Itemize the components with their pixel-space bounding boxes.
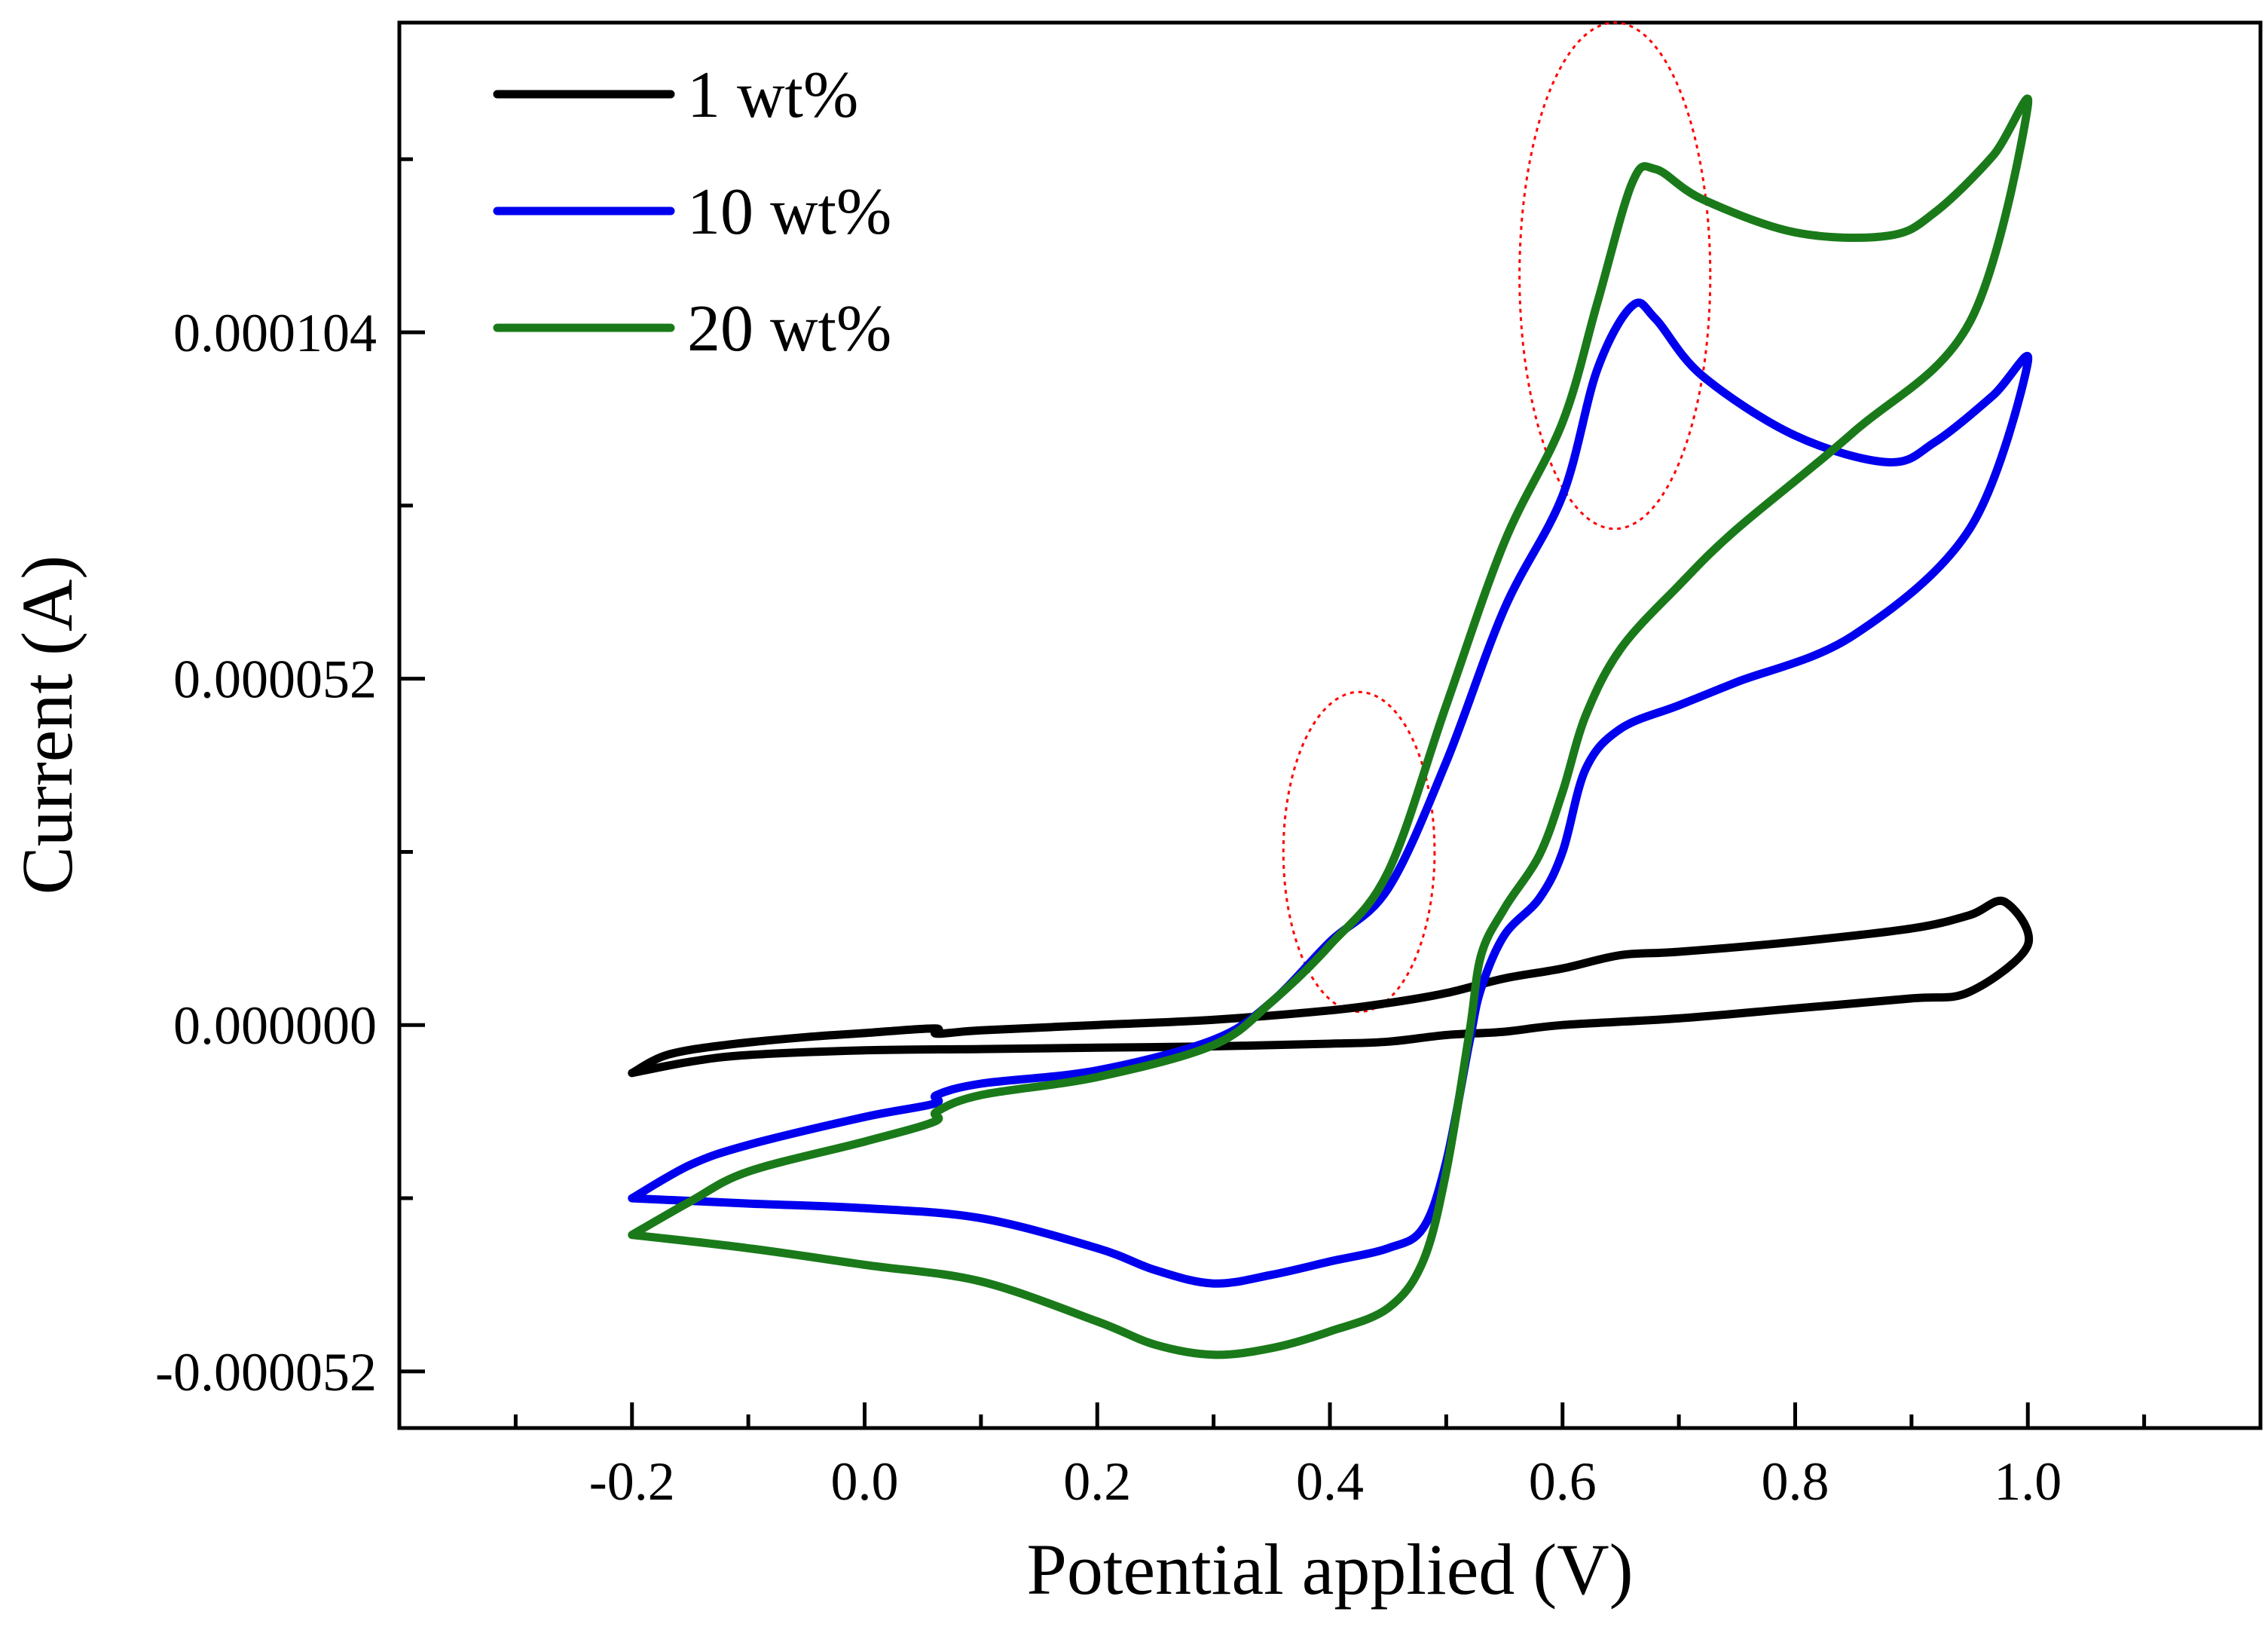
series-line-10-wt: [628, 298, 2033, 1288]
x-tick-label: 0.4: [1296, 1451, 1364, 1512]
legend-label-20-wt: 20 wt%: [687, 292, 891, 365]
y-tick-label: -0.000052: [155, 1342, 377, 1402]
y-tick-label: 0.000104: [173, 303, 377, 363]
series-lines: [628, 94, 2034, 1359]
x-axis-ticks: -0.2 0.0 0.2 0.4 0.6 0.8 1.0: [513, 1402, 2147, 1512]
legend-label-1-wt: 1 wt%: [687, 59, 858, 132]
annotation-ellipses: [1282, 21, 1712, 1014]
series-line-1-wt: [628, 896, 2034, 1078]
y-axis-ticks: -0.000052 0.000000 0.000052 0.000104: [155, 157, 425, 1402]
x-tick-label: 0.6: [1529, 1451, 1597, 1512]
x-tick-label: 1.0: [1994, 1451, 2062, 1512]
series-line-20-wt: [628, 94, 2033, 1359]
x-tick-label: -0.2: [589, 1451, 675, 1512]
annotation-ellipse: [1518, 21, 1712, 531]
legend-label-10-wt: 10 wt%: [687, 176, 891, 249]
x-axis-title: Potential applied (V): [1026, 1529, 1633, 1610]
plot-frame: [397, 20, 2263, 1430]
legend: 1 wt% 10 wt% 20 wt%: [493, 59, 891, 365]
x-tick-label: 0.0: [831, 1451, 899, 1512]
annotation-ellipse: [1282, 690, 1436, 1014]
y-tick-label: 0.000000: [173, 995, 377, 1056]
x-tick-label: 0.8: [1762, 1451, 1829, 1512]
y-tick-label: 0.000052: [173, 650, 377, 710]
y-axis-title: Current (A): [7, 555, 87, 895]
x-tick-label: 0.2: [1063, 1451, 1131, 1512]
